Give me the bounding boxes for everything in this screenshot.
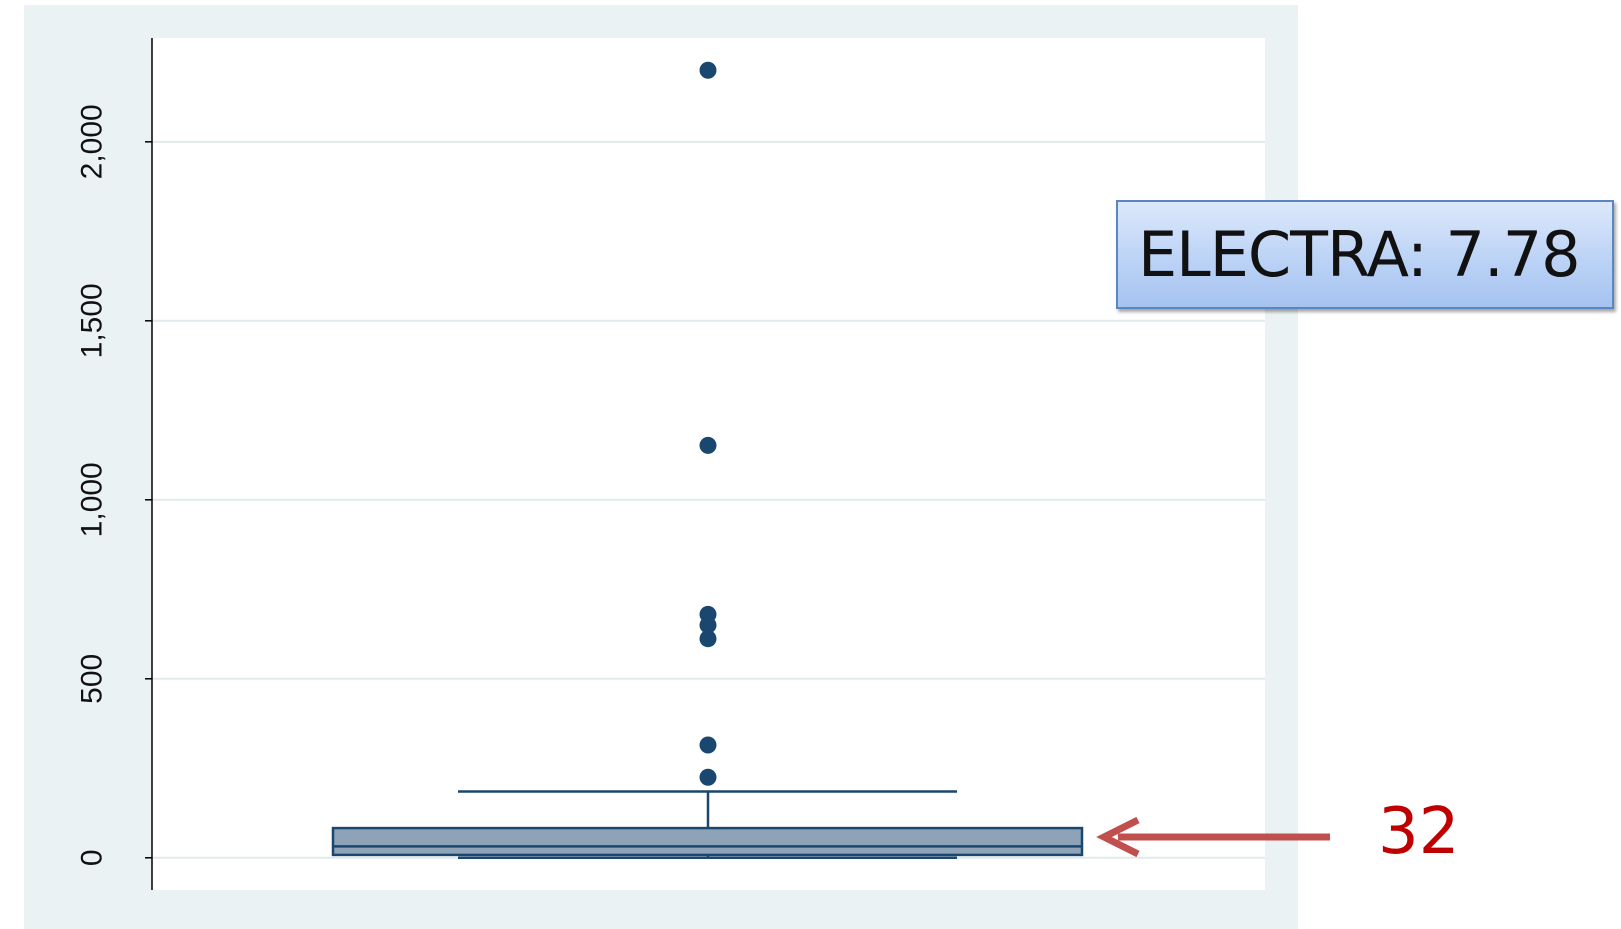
box-plot [331, 790, 1084, 860]
plot-area [152, 38, 1265, 890]
gridlines [152, 140, 1265, 859]
y-tick-label-1000: 1,000 [76, 462, 109, 537]
y-tick-label-1500: 1,500 [76, 283, 109, 358]
outlier-point-1 [699, 436, 717, 454]
y-tick-label-500: 500 [76, 654, 109, 704]
arrow-head [1096, 816, 1140, 858]
interquartile-box [331, 826, 1084, 857]
y-tick-label-2000: 2,000 [76, 104, 109, 179]
callout-text: ELECTRA: 7.78 [1138, 218, 1581, 291]
y-axis: 0 500 1,000 1,500 2,000 [76, 38, 153, 890]
callout-box: ELECTRA: 7.78 [1116, 200, 1614, 309]
y-tick-label-0: 0 [76, 849, 109, 866]
annotation-arrow [1096, 816, 1330, 858]
outlier-points [699, 61, 717, 786]
outlier-point-0 [699, 61, 717, 79]
arrow-annotation-value: 32 [1378, 795, 1460, 869]
outlier-point-4 [699, 630, 717, 648]
outlier-point-6 [699, 768, 717, 786]
outlier-point-3 [699, 616, 717, 634]
outlier-point-5 [699, 736, 717, 754]
